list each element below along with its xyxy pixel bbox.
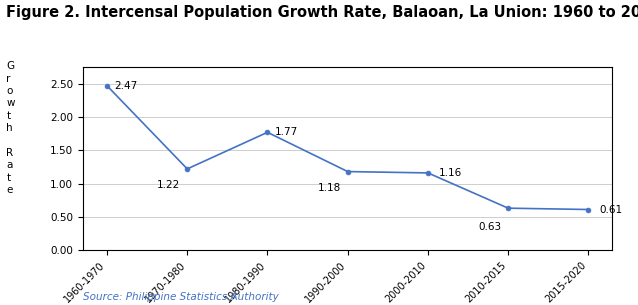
- Text: 1.22: 1.22: [157, 180, 181, 190]
- Text: 1.18: 1.18: [318, 183, 341, 193]
- Text: Source: Philippine Statistics Authority: Source: Philippine Statistics Authority: [83, 292, 279, 302]
- Text: 1.77: 1.77: [274, 127, 298, 137]
- Text: 2.47: 2.47: [114, 81, 137, 91]
- Text: Figure 2. Intercensal Population Growth Rate, Balaoan, La Union: 1960 to 2020: Figure 2. Intercensal Population Growth …: [6, 5, 638, 20]
- Text: 0.61: 0.61: [600, 205, 623, 214]
- Text: 1.16: 1.16: [439, 168, 463, 178]
- Text: G
r
o
w
t
h

R
a
t
e: G r o w t h R a t e: [6, 61, 15, 195]
- Text: 0.63: 0.63: [478, 222, 501, 232]
